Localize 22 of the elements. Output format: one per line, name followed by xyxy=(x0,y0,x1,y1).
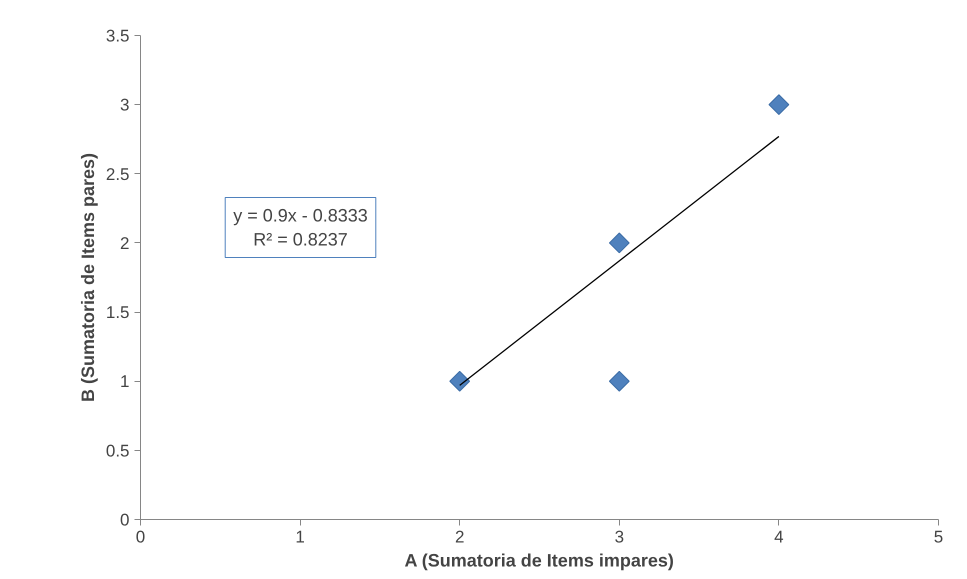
point xyxy=(608,370,630,392)
y-tick-label: 0.5 xyxy=(106,441,130,460)
x-tick-label: 3 xyxy=(614,528,624,546)
y-tick-label: 3.5 xyxy=(106,26,130,46)
y-tick-label: 1 xyxy=(120,372,130,392)
y-tick-label: 3 xyxy=(120,96,130,115)
annotation: y = 0.9x - 0.8333 xyxy=(233,206,368,226)
y-tick-label: 2 xyxy=(120,234,130,253)
x-tick-label: 5 xyxy=(934,528,944,546)
x-axis-title: A (Sumatoria de Items impares) xyxy=(404,550,674,570)
x-tick-label: 4 xyxy=(774,528,784,546)
x-tick-label: 2 xyxy=(454,528,464,546)
y-tick-label: 1.5 xyxy=(106,303,130,322)
point xyxy=(768,94,790,116)
y-axis-title: B (Sumatoria de Items pares) xyxy=(78,152,98,402)
point xyxy=(449,370,470,392)
x-tick-label: 1 xyxy=(295,528,305,546)
annotation: R² = 0.8237 xyxy=(253,230,348,250)
x-tick-label: 0 xyxy=(136,528,146,546)
y-tick-label: 0 xyxy=(120,510,130,530)
y-tick-label: 2.5 xyxy=(106,164,130,184)
point xyxy=(608,232,630,254)
